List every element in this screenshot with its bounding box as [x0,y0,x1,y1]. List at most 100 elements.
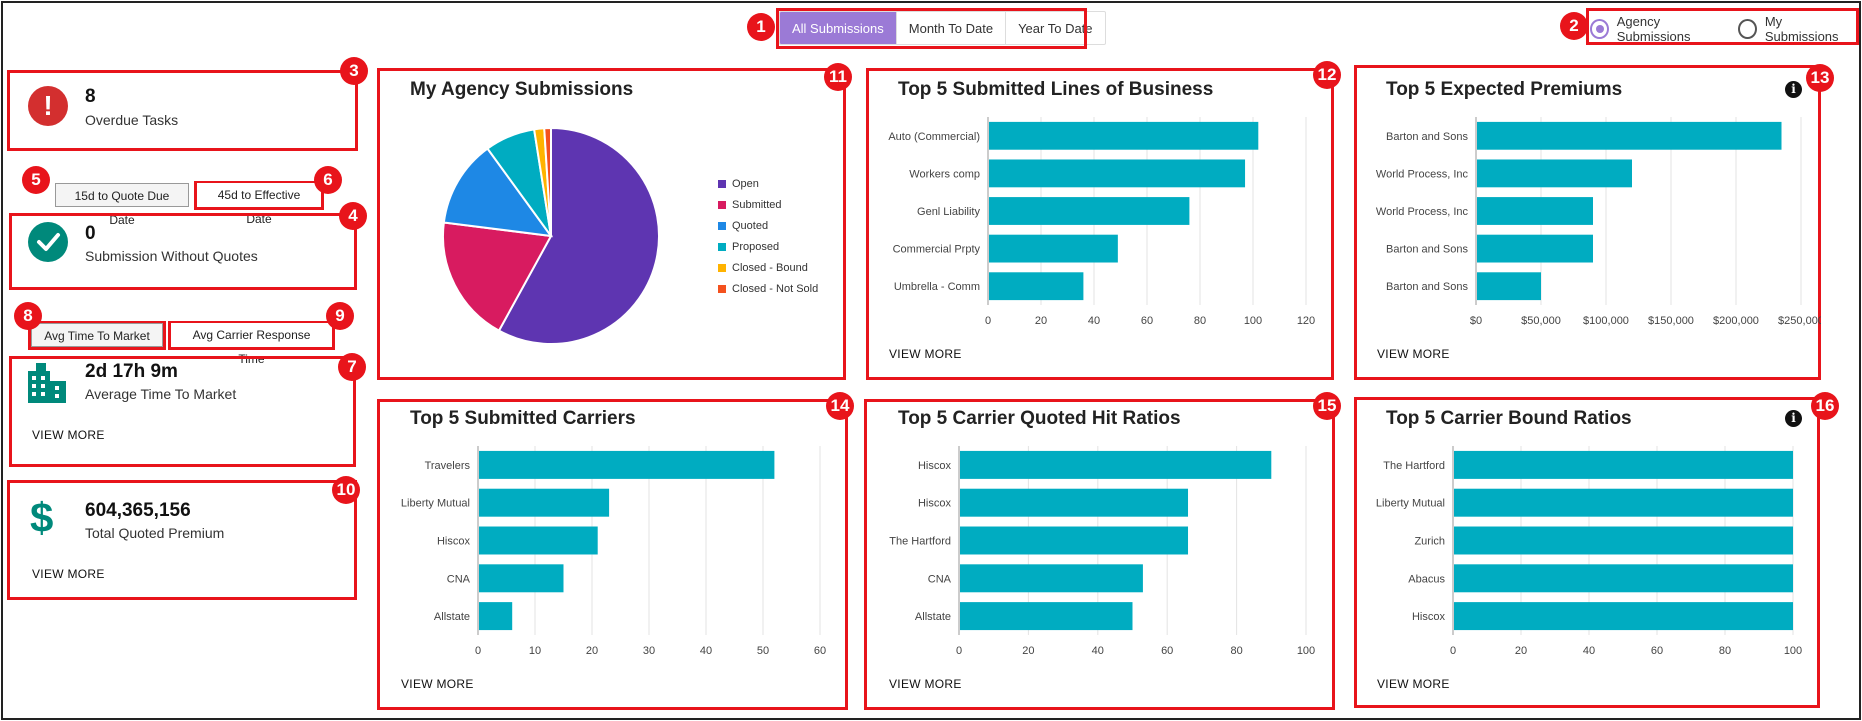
x-tick-label: 80 [1194,315,1206,327]
annotation-box-13 [1354,65,1821,380]
x-tick-label: 0 [985,315,991,327]
radio-label-my: My Submissions [1764,14,1839,44]
pie-legend-item[interactable]: Open [718,173,818,194]
bar[interactable] [989,272,1084,301]
legend-label: Open [732,177,759,190]
y-category-label: Hiscox [1412,611,1446,623]
annotation-badge-1: 1 [747,13,775,41]
y-category-label: World Process, Inc [1376,168,1469,180]
pie-legend-item[interactable]: Closed - Not Sold [718,278,818,299]
pie-slice-open[interactable] [497,126,660,345]
bar[interactable] [1454,488,1793,517]
overdue-count: 8 [85,86,96,107]
x-tick-label: $0 [1470,315,1482,327]
avg-time-to-market-button[interactable]: Avg Time To Market [31,323,163,347]
bar[interactable] [960,526,1189,555]
y-category-label: Allstate [434,611,470,623]
pie-legend-item[interactable]: Proposed [718,236,818,257]
x-tick-label: 30 [643,645,655,657]
bar[interactable] [1477,234,1593,263]
y-category-label: Barton and Sons [1386,244,1468,256]
annotation-badge-16: 16 [1811,392,1839,420]
expected-premiums-view-more-link[interactable]: VIEW MORE [1377,347,1450,361]
legend-swatch [718,284,726,293]
y-category-label: Barton and Sons [1386,131,1468,143]
bar[interactable] [479,526,598,555]
quote-due-filter-button[interactable]: 15d to Quote Due Date [55,183,189,227]
x-tick-label: 0 [475,645,481,657]
bar[interactable] [989,159,1246,188]
avg-carrier-response-button[interactable]: Avg Carrier Response Time [171,323,332,366]
expected-premiums-chart: $0 $50,000 $100,000 $150,000 $200,000 $250,00… [1376,117,1821,327]
effective-date-filter-button[interactable]: 45d to Effective Date [197,183,321,226]
bar[interactable] [479,450,775,479]
pie-slice-submitted[interactable] [442,221,553,332]
bar[interactable] [479,602,513,631]
pie-legend-item[interactable]: Submitted [718,194,818,215]
annotation-badge-7: 7 [338,353,366,381]
y-category-label: Hiscox [918,460,952,472]
annotation-box-4 [9,213,357,290]
annotation-badge-15: 15 [1313,392,1341,420]
bar[interactable] [960,564,1143,593]
submitted-carriers-view-more-link[interactable]: VIEW MORE [401,677,474,691]
bar[interactable] [1477,159,1632,188]
radio-my-submissions[interactable]: My Submissions [1738,14,1852,44]
tab-month-to-date[interactable]: Month To Date [897,12,1007,44]
y-category-label: Liberty Mutual [1376,498,1445,510]
bar[interactable] [960,488,1189,517]
bar[interactable] [1477,197,1593,225]
without-quotes-count: 0 [85,223,96,244]
bound-ratios-view-more-link[interactable]: VIEW MORE [1377,677,1450,691]
radio-agency-submissions[interactable]: Agency Submissions [1590,14,1728,44]
y-category-label: Hiscox [437,536,471,548]
x-tick-label: 100 [1297,645,1315,657]
bar[interactable] [1477,272,1541,301]
quoted-hit-ratios-chart: 0 20 40 60 80 100 Hiscox Hiscox The Hartford CNA A… [889,446,1315,657]
bar[interactable] [1454,450,1793,479]
legend-swatch [718,200,726,209]
time-to-market-view-more-link[interactable]: VIEW MORE [32,428,105,442]
legend-label: Submitted [732,198,782,211]
legend-label: Proposed [732,240,780,253]
annotation-badge-5: 5 [22,166,50,194]
quoted-premium-view-more-link[interactable]: VIEW MORE [32,567,105,581]
bar[interactable] [1477,121,1782,150]
pie-slice-quoted[interactable] [442,147,554,238]
x-tick-label: 40 [1092,645,1104,657]
bar[interactable] [479,564,564,593]
expected-premiums-info-icon[interactable]: i [1785,81,1802,98]
lines-of-business-view-more-link[interactable]: VIEW MORE [889,347,962,361]
bar[interactable] [989,234,1118,263]
pie-legend-item[interactable]: Closed - Bound [718,257,818,278]
bar[interactable] [960,602,1133,631]
bound-ratios-info-icon[interactable]: i [1785,410,1802,427]
bar[interactable] [1454,602,1793,631]
tab-all-submissions[interactable]: All Submissions [780,12,897,44]
bar[interactable] [960,450,1272,479]
check-icon [28,222,68,262]
x-tick-label: 20 [1022,645,1034,657]
quoted-premium-value: 604,365,156 [85,500,191,521]
pie-legend-item[interactable]: Quoted [718,215,818,236]
annotation-badge-9: 9 [326,302,354,330]
alert-icon: ! [28,86,68,126]
bar[interactable] [989,121,1259,150]
bound-ratios-chart: 0 20 40 60 80 100 The Hartford Liberty Mutual Zu… [1376,446,1802,657]
bar[interactable] [1454,564,1793,593]
bar[interactable] [989,197,1190,225]
annotation-box-7 [9,356,356,467]
y-category-label: Allstate [915,611,951,623]
quoted-hit-ratios-view-more-link[interactable]: VIEW MORE [889,677,962,691]
x-tick-label: 40 [1088,315,1100,327]
y-category-label: Barton and Sons [1386,281,1468,293]
pie-slice-closed-not-sold[interactable] [543,126,552,237]
tab-year-to-date[interactable]: Year To Date [1018,21,1093,36]
x-tick-label: 100 [1244,315,1262,327]
y-category-label: Zurich [1414,536,1445,548]
legend-swatch [718,242,726,251]
bar[interactable] [479,488,610,517]
quoted-hit-ratios-title: Top 5 Carrier Quoted Hit Ratios [898,408,1181,429]
x-tick-label: 20 [586,645,598,657]
bar[interactable] [1454,526,1793,555]
